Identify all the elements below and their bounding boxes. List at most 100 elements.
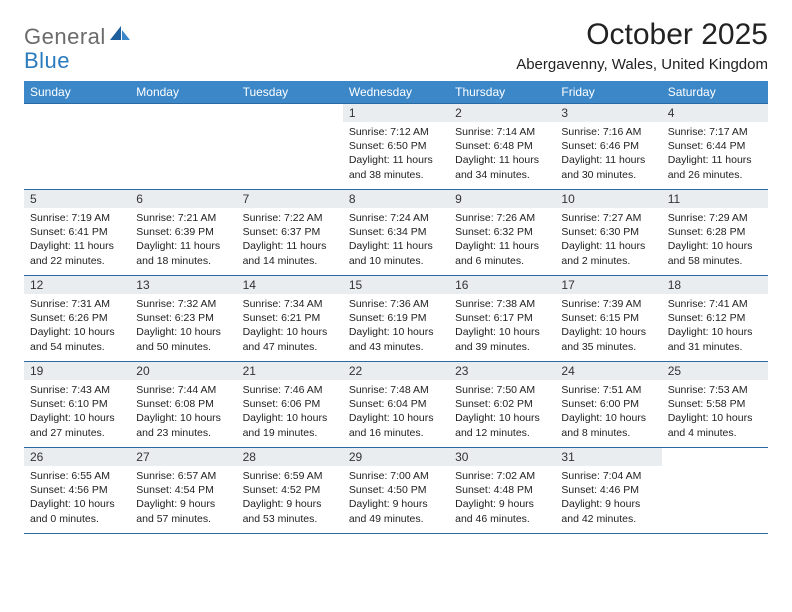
- day-number: 30: [449, 448, 555, 466]
- weekday-header: Sunday: [24, 81, 130, 104]
- weekday-header: Saturday: [662, 81, 768, 104]
- day-number: 24: [555, 362, 661, 380]
- calendar-cell: 10Sunrise: 7:27 AMSunset: 6:30 PMDayligh…: [555, 190, 661, 276]
- day-info: Sunrise: 7:12 AMSunset: 6:50 PMDaylight:…: [343, 122, 449, 186]
- calendar-cell: 6Sunrise: 7:21 AMSunset: 6:39 PMDaylight…: [130, 190, 236, 276]
- day-info: Sunrise: 6:59 AMSunset: 4:52 PMDaylight:…: [237, 466, 343, 530]
- day-info: Sunrise: 7:04 AMSunset: 4:46 PMDaylight:…: [555, 466, 661, 530]
- day-number: 15: [343, 276, 449, 294]
- calendar-cell: 15Sunrise: 7:36 AMSunset: 6:19 PMDayligh…: [343, 276, 449, 362]
- day-info: Sunrise: 7:32 AMSunset: 6:23 PMDaylight:…: [130, 294, 236, 358]
- title-block: October 2025 Abergavenny, Wales, United …: [516, 18, 768, 73]
- day-info: Sunrise: 6:57 AMSunset: 4:54 PMDaylight:…: [130, 466, 236, 530]
- calendar-table: Sunday Monday Tuesday Wednesday Thursday…: [24, 81, 768, 534]
- calendar-week-row: ...1Sunrise: 7:12 AMSunset: 6:50 PMDayli…: [24, 104, 768, 190]
- day-number: 12: [24, 276, 130, 294]
- day-info: Sunrise: 7:16 AMSunset: 6:46 PMDaylight:…: [555, 122, 661, 186]
- day-number: 13: [130, 276, 236, 294]
- day-number: 9: [449, 190, 555, 208]
- calendar-week-row: 19Sunrise: 7:43 AMSunset: 6:10 PMDayligh…: [24, 362, 768, 448]
- day-number: 20: [130, 362, 236, 380]
- day-info: Sunrise: 7:53 AMSunset: 5:58 PMDaylight:…: [662, 380, 768, 444]
- logo-text-general: General: [24, 24, 106, 50]
- day-number: 6: [130, 190, 236, 208]
- day-number: 16: [449, 276, 555, 294]
- day-info: Sunrise: 7:38 AMSunset: 6:17 PMDaylight:…: [449, 294, 555, 358]
- day-info: Sunrise: 7:27 AMSunset: 6:30 PMDaylight:…: [555, 208, 661, 272]
- calendar-cell: 19Sunrise: 7:43 AMSunset: 6:10 PMDayligh…: [24, 362, 130, 448]
- day-info: Sunrise: 6:55 AMSunset: 4:56 PMDaylight:…: [24, 466, 130, 530]
- day-info: Sunrise: 7:41 AMSunset: 6:12 PMDaylight:…: [662, 294, 768, 358]
- calendar-cell: 29Sunrise: 7:00 AMSunset: 4:50 PMDayligh…: [343, 448, 449, 534]
- day-number: 5: [24, 190, 130, 208]
- calendar-cell: 11Sunrise: 7:29 AMSunset: 6:28 PMDayligh…: [662, 190, 768, 276]
- calendar-week-row: 5Sunrise: 7:19 AMSunset: 6:41 PMDaylight…: [24, 190, 768, 276]
- day-number: 23: [449, 362, 555, 380]
- day-info: Sunrise: 7:00 AMSunset: 4:50 PMDaylight:…: [343, 466, 449, 530]
- day-info: Sunrise: 7:29 AMSunset: 6:28 PMDaylight:…: [662, 208, 768, 272]
- day-number: 28: [237, 448, 343, 466]
- day-info: Sunrise: 7:19 AMSunset: 6:41 PMDaylight:…: [24, 208, 130, 272]
- calendar-cell: 16Sunrise: 7:38 AMSunset: 6:17 PMDayligh…: [449, 276, 555, 362]
- day-info: Sunrise: 7:43 AMSunset: 6:10 PMDaylight:…: [24, 380, 130, 444]
- calendar-cell: 7Sunrise: 7:22 AMSunset: 6:37 PMDaylight…: [237, 190, 343, 276]
- calendar-cell: 1Sunrise: 7:12 AMSunset: 6:50 PMDaylight…: [343, 104, 449, 190]
- day-info: Sunrise: 7:50 AMSunset: 6:02 PMDaylight:…: [449, 380, 555, 444]
- day-info: Sunrise: 7:51 AMSunset: 6:00 PMDaylight:…: [555, 380, 661, 444]
- day-info: Sunrise: 7:02 AMSunset: 4:48 PMDaylight:…: [449, 466, 555, 530]
- calendar-week-row: 26Sunrise: 6:55 AMSunset: 4:56 PMDayligh…: [24, 448, 768, 534]
- calendar-cell: 18Sunrise: 7:41 AMSunset: 6:12 PMDayligh…: [662, 276, 768, 362]
- calendar-cell: .: [130, 104, 236, 190]
- day-info: Sunrise: 7:48 AMSunset: 6:04 PMDaylight:…: [343, 380, 449, 444]
- month-title: October 2025: [516, 18, 768, 52]
- calendar-cell: 20Sunrise: 7:44 AMSunset: 6:08 PMDayligh…: [130, 362, 236, 448]
- weekday-header: Tuesday: [237, 81, 343, 104]
- day-info: Sunrise: 7:34 AMSunset: 6:21 PMDaylight:…: [237, 294, 343, 358]
- day-info: Sunrise: 7:31 AMSunset: 6:26 PMDaylight:…: [24, 294, 130, 358]
- calendar-cell: 14Sunrise: 7:34 AMSunset: 6:21 PMDayligh…: [237, 276, 343, 362]
- logo-sail-icon: [110, 26, 130, 47]
- day-number: 14: [237, 276, 343, 294]
- day-number: 29: [343, 448, 449, 466]
- calendar-cell: 8Sunrise: 7:24 AMSunset: 6:34 PMDaylight…: [343, 190, 449, 276]
- day-number: 27: [130, 448, 236, 466]
- weekday-header: Thursday: [449, 81, 555, 104]
- weekday-header: Friday: [555, 81, 661, 104]
- calendar-cell: 30Sunrise: 7:02 AMSunset: 4:48 PMDayligh…: [449, 448, 555, 534]
- day-info: Sunrise: 7:44 AMSunset: 6:08 PMDaylight:…: [130, 380, 236, 444]
- calendar-cell: 28Sunrise: 6:59 AMSunset: 4:52 PMDayligh…: [237, 448, 343, 534]
- calendar-cell: .: [237, 104, 343, 190]
- logo: General: [24, 24, 132, 50]
- day-number: 31: [555, 448, 661, 466]
- calendar-cell: 25Sunrise: 7:53 AMSunset: 5:58 PMDayligh…: [662, 362, 768, 448]
- day-number: 1: [343, 104, 449, 122]
- day-info: Sunrise: 7:17 AMSunset: 6:44 PMDaylight:…: [662, 122, 768, 186]
- day-number: 21: [237, 362, 343, 380]
- day-number: 17: [555, 276, 661, 294]
- logo-text-blue: Blue: [24, 48, 70, 73]
- calendar-week-row: 12Sunrise: 7:31 AMSunset: 6:26 PMDayligh…: [24, 276, 768, 362]
- day-number: 10: [555, 190, 661, 208]
- calendar-cell: 12Sunrise: 7:31 AMSunset: 6:26 PMDayligh…: [24, 276, 130, 362]
- calendar-cell: 21Sunrise: 7:46 AMSunset: 6:06 PMDayligh…: [237, 362, 343, 448]
- day-number: 11: [662, 190, 768, 208]
- header: General October 2025 Abergavenny, Wales,…: [24, 18, 768, 73]
- day-info: Sunrise: 7:36 AMSunset: 6:19 PMDaylight:…: [343, 294, 449, 358]
- calendar-cell: 22Sunrise: 7:48 AMSunset: 6:04 PMDayligh…: [343, 362, 449, 448]
- day-info: Sunrise: 7:14 AMSunset: 6:48 PMDaylight:…: [449, 122, 555, 186]
- day-number: 22: [343, 362, 449, 380]
- weekday-header: Wednesday: [343, 81, 449, 104]
- calendar-cell: 26Sunrise: 6:55 AMSunset: 4:56 PMDayligh…: [24, 448, 130, 534]
- day-info: Sunrise: 7:39 AMSunset: 6:15 PMDaylight:…: [555, 294, 661, 358]
- day-number: 4: [662, 104, 768, 122]
- calendar-cell: 27Sunrise: 6:57 AMSunset: 4:54 PMDayligh…: [130, 448, 236, 534]
- location: Abergavenny, Wales, United Kingdom: [516, 56, 768, 73]
- calendar-cell: 31Sunrise: 7:04 AMSunset: 4:46 PMDayligh…: [555, 448, 661, 534]
- calendar-cell: 24Sunrise: 7:51 AMSunset: 6:00 PMDayligh…: [555, 362, 661, 448]
- day-info: Sunrise: 7:46 AMSunset: 6:06 PMDaylight:…: [237, 380, 343, 444]
- calendar-cell: 17Sunrise: 7:39 AMSunset: 6:15 PMDayligh…: [555, 276, 661, 362]
- day-number: 26: [24, 448, 130, 466]
- calendar-cell: 13Sunrise: 7:32 AMSunset: 6:23 PMDayligh…: [130, 276, 236, 362]
- day-number: 8: [343, 190, 449, 208]
- day-number: 2: [449, 104, 555, 122]
